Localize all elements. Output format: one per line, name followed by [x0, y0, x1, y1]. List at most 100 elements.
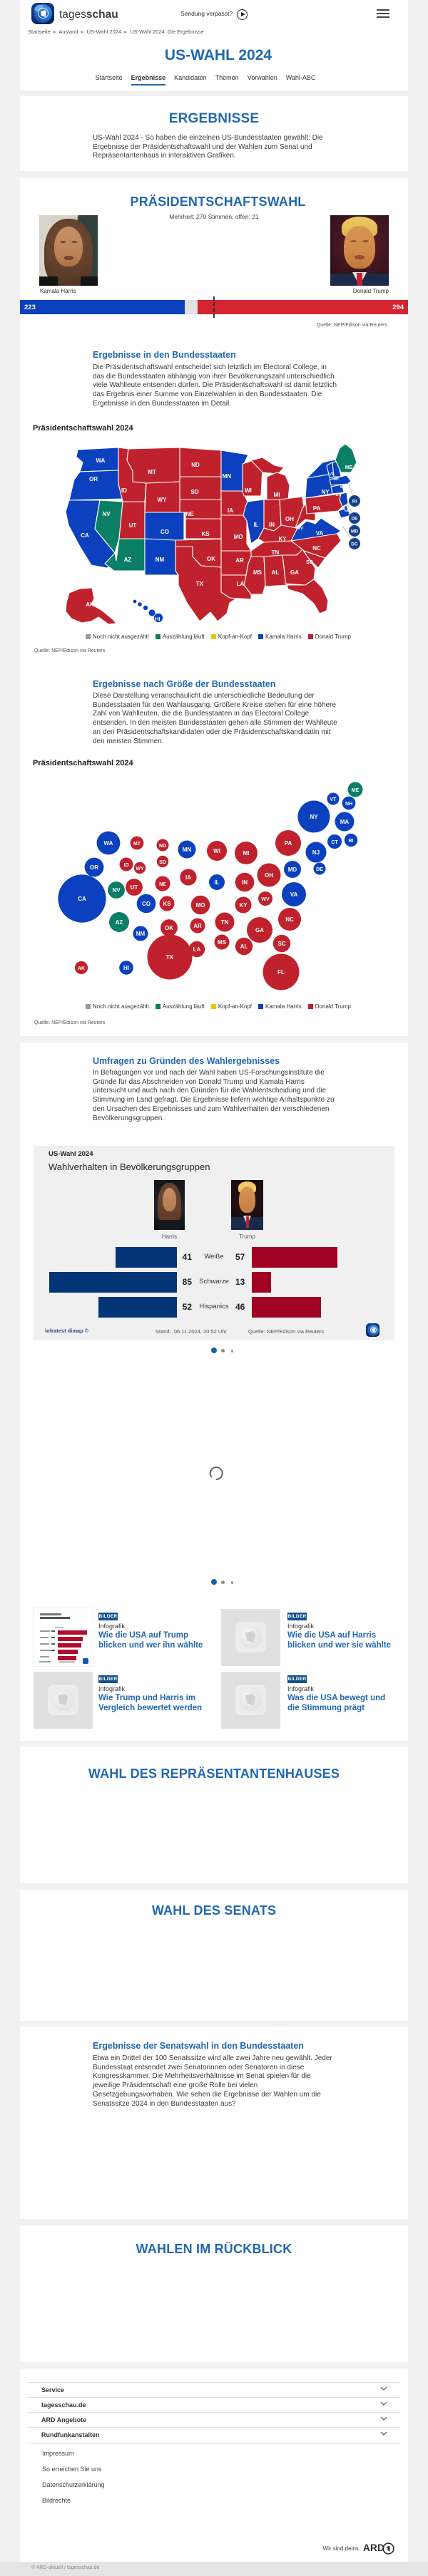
svg-text:DC: DC — [351, 542, 358, 547]
svg-text:HI: HI — [123, 965, 129, 971]
svg-text:NM: NM — [136, 931, 146, 937]
svg-text:CT: CT — [331, 840, 338, 845]
svg-text:VT: VT — [330, 797, 337, 802]
svg-text:TN: TN — [272, 549, 280, 556]
svg-text:MT: MT — [133, 842, 141, 847]
svg-text:VA: VA — [316, 530, 324, 537]
svg-text:IL: IL — [214, 879, 219, 886]
svg-text:AR: AR — [193, 923, 202, 929]
svg-text:WA: WA — [96, 457, 106, 464]
svg-text:CO: CO — [160, 529, 169, 535]
svg-text:KY: KY — [278, 536, 287, 542]
svg-text:IN: IN — [242, 879, 248, 886]
svg-text:ME: ME — [345, 465, 353, 470]
svg-text:RI: RI — [349, 839, 354, 844]
svg-text:IA: IA — [228, 507, 233, 514]
svg-text:GA: GA — [290, 569, 299, 576]
svg-text:KS: KS — [201, 531, 210, 537]
svg-text:RI: RI — [352, 500, 357, 505]
svg-text:NE: NE — [159, 882, 166, 887]
svg-text:NH: NH — [345, 802, 352, 807]
svg-text:SC: SC — [277, 941, 285, 947]
svg-text:AK: AK — [86, 601, 94, 608]
svg-text:OK: OK — [165, 925, 173, 931]
svg-text:KY: KY — [239, 902, 248, 909]
svg-text:OR: OR — [89, 476, 98, 482]
svg-text:AZ: AZ — [124, 557, 132, 563]
svg-text:NY: NY — [310, 814, 318, 820]
svg-text:OR: OR — [90, 864, 98, 871]
svg-text:MO: MO — [196, 902, 205, 909]
svg-text:LA: LA — [193, 946, 201, 953]
svg-text:SD: SD — [159, 860, 166, 865]
svg-text:MO: MO — [234, 534, 243, 540]
svg-text:NY: NY — [321, 489, 330, 495]
svg-text:MI: MI — [274, 492, 280, 498]
svg-text:NH: NH — [333, 477, 339, 482]
svg-text:VT: VT — [330, 472, 334, 477]
svg-text:CA: CA — [78, 896, 86, 902]
svg-text:MT: MT — [148, 469, 156, 475]
svg-text:MS: MS — [218, 939, 227, 946]
svg-text:AL: AL — [272, 569, 280, 576]
svg-text:TX: TX — [166, 954, 174, 961]
svg-text:PA: PA — [285, 840, 292, 847]
svg-text:ND: ND — [191, 462, 200, 468]
svg-text:WV: WV — [296, 526, 304, 531]
svg-text:VA: VA — [290, 891, 298, 898]
svg-text:NV: NV — [102, 511, 111, 517]
svg-text:AR: AR — [235, 557, 244, 564]
svg-text:FL: FL — [310, 606, 317, 612]
svg-text:LA: LA — [237, 581, 245, 587]
svg-text:IN: IN — [269, 522, 275, 528]
svg-text:CA: CA — [81, 532, 89, 539]
svg-text:WI: WI — [213, 848, 220, 854]
svg-text:DE: DE — [351, 517, 358, 522]
svg-text:WY: WY — [136, 867, 144, 871]
svg-text:DE: DE — [316, 867, 323, 872]
svg-text:TX: TX — [196, 581, 204, 587]
svg-text:WY: WY — [158, 497, 168, 503]
svg-text:ID: ID — [124, 863, 129, 868]
svg-text:MN: MN — [223, 473, 232, 480]
svg-text:ID: ID — [121, 487, 127, 494]
svg-text:NJ: NJ — [312, 849, 320, 856]
svg-text:MA: MA — [340, 485, 346, 490]
svg-text:ME: ME — [352, 788, 360, 793]
svg-text:IA: IA — [185, 874, 191, 881]
svg-text:OK: OK — [207, 556, 215, 562]
svg-text:ND: ND — [159, 844, 166, 849]
svg-text:PA: PA — [313, 505, 321, 512]
svg-text:KS: KS — [163, 901, 171, 907]
svg-text:OH: OH — [265, 872, 273, 879]
svg-text:MD: MD — [351, 529, 358, 534]
svg-text:AK: AK — [78, 966, 85, 971]
svg-text:AZ: AZ — [116, 919, 123, 926]
svg-text:MI: MI — [243, 850, 250, 857]
svg-text:MN: MN — [183, 847, 192, 853]
svg-text:AL: AL — [240, 943, 248, 950]
svg-text:UT: UT — [129, 522, 137, 529]
svg-text:MA: MA — [340, 819, 350, 825]
svg-text:WV: WV — [261, 897, 270, 902]
svg-text:MS: MS — [253, 569, 263, 576]
svg-text:SC: SC — [306, 560, 313, 565]
svg-text:NV: NV — [112, 887, 121, 894]
svg-text:FL: FL — [277, 969, 285, 976]
svg-text:UT: UT — [131, 884, 138, 891]
svg-text:CO: CO — [142, 901, 151, 907]
svg-text:NE: NE — [185, 511, 194, 517]
svg-text:TN: TN — [221, 919, 229, 926]
svg-text:SD: SD — [190, 489, 198, 495]
svg-text:GA: GA — [255, 927, 264, 933]
svg-text:NC: NC — [285, 916, 294, 923]
svg-text:WA: WA — [104, 840, 113, 847]
svg-text:NM: NM — [156, 557, 165, 563]
svg-text:OH: OH — [285, 516, 294, 522]
svg-text:IL: IL — [253, 522, 258, 528]
svg-text:WI: WI — [245, 487, 252, 494]
svg-text:CT: CT — [336, 493, 341, 497]
svg-text:MD: MD — [288, 867, 297, 873]
svg-text:NC: NC — [312, 545, 321, 552]
svg-text:HI: HI — [156, 617, 160, 622]
